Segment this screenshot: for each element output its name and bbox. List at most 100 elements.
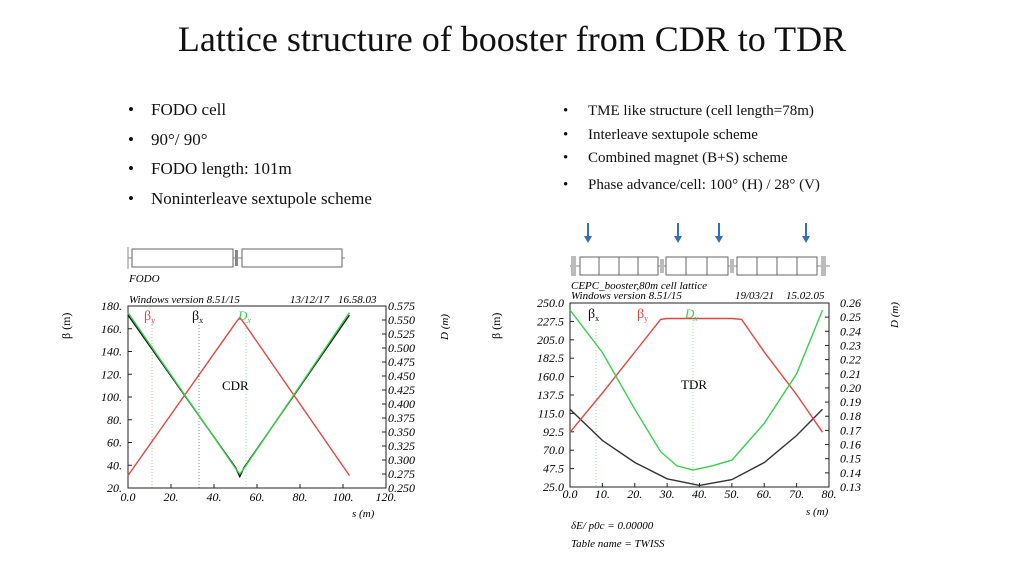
y2-tick-label: 0.22 [840, 353, 861, 367]
y-tick-label: 25.0 [543, 480, 564, 494]
date-label: 19/03/21 [735, 290, 774, 302]
beta-y-curve [128, 317, 349, 475]
time-label: 16.58.03 [338, 294, 377, 306]
legend-beta-x: βx [588, 307, 599, 323]
y2-tick-label: 0.300 [388, 453, 415, 467]
y-tick-label: 160.0 [537, 370, 564, 384]
y2-tick-label: 0.15 [840, 452, 861, 466]
tdr-chart: 250.0 227.5 205.0 182.5 160.0 137.5 115.0 92.5 7… [489, 296, 901, 518]
y2-tick-label: 0.16 [840, 438, 861, 452]
beta-y-curve [570, 319, 823, 433]
arrow-down-icon [802, 236, 810, 243]
x-tick-label: 100. [333, 490, 354, 504]
y-tick-label: 180. [101, 299, 122, 313]
y-tick-label: 205.0 [537, 333, 564, 347]
combined-magnet-block [666, 257, 728, 275]
y2-tick-label: 0.20 [840, 381, 861, 395]
date-label: 13/12/17 [290, 294, 330, 306]
tdr-lattice-diagram: CEPC_booster,80m cell lattice [570, 256, 830, 292]
y2-tick-label: 0.18 [840, 409, 861, 423]
x-tick-label: 30. [659, 487, 675, 501]
y2-tick-label: 0.25 [840, 310, 861, 324]
panel-label: TDR [681, 377, 707, 392]
beta-x-curve [570, 409, 823, 485]
x-tick-label: 20. [627, 487, 642, 501]
y2-tick-label: 0.275 [388, 467, 415, 481]
x-tick-label: 70. [789, 487, 804, 501]
y-axis-label: β (m) [59, 313, 73, 339]
x-tick-label: 0.0 [563, 487, 578, 501]
y-tick-label: 140. [101, 345, 122, 359]
cdr-chart: 180.160.140.120.100.80.60.40.20. 0.5750.… [59, 299, 451, 520]
x-tick-label: 40. [692, 487, 707, 501]
y2-tick-label: 0.400 [388, 397, 415, 411]
legend-beta-y: βy [144, 309, 155, 325]
y2-tick-label: 0.350 [388, 425, 415, 439]
dipole-magnet [242, 249, 342, 267]
y2-tick-label: 0.500 [388, 341, 415, 355]
y-axis-label: β (m) [489, 313, 503, 339]
y2-tick-label: 0.525 [388, 327, 415, 341]
y2-tick-label: 0.575 [388, 299, 415, 313]
y-tick-label: 182.5 [537, 351, 564, 365]
y2-tick-label: 0.425 [388, 383, 415, 397]
y-tick-label: 115.0 [538, 406, 564, 420]
beta-x-curve [128, 315, 349, 477]
legend-dx: Dx [684, 306, 698, 323]
x-tick-label: 0.0 [121, 490, 136, 504]
y2-tick-label: 0.475 [388, 355, 415, 369]
y2-tick-label: 0.375 [388, 411, 415, 425]
quadrupole-magnet [235, 250, 238, 266]
y2-tick-label: 0.550 [388, 313, 415, 327]
y2-tick-label: 0.450 [388, 369, 415, 383]
lattice-label: FODO [128, 273, 160, 285]
arrow-down-icon [584, 236, 592, 243]
y2-tick-label: 0.26 [840, 296, 861, 310]
table-name-label: Table name = TWISS [571, 538, 665, 550]
momentum-deviation-label: δE/ p0c = 0.00000 [571, 520, 654, 532]
y2-tick-label: 0.325 [388, 439, 415, 453]
y-tick-label: 70.0 [543, 443, 564, 457]
x-axis-label: s (m) [352, 508, 375, 520]
y2-tick-label: 0.23 [840, 338, 861, 352]
sextupole-arrows [584, 223, 810, 243]
x-tick-label: 50. [724, 487, 739, 501]
y-tick-label: 47.5 [543, 462, 564, 476]
y-tick-label: 137.5 [537, 388, 564, 402]
dispersion-curve [128, 313, 349, 474]
dipole-magnet [132, 249, 233, 267]
panel-label: CDR [222, 378, 249, 393]
legend-beta-y: βy [637, 307, 648, 323]
y2-tick-label: 0.24 [840, 324, 861, 338]
y2-tick-label: 0.13 [840, 480, 861, 494]
x-tick-label: 80. [822, 487, 837, 501]
y-tick-label: 160. [101, 322, 122, 336]
x-axis-label: s (m) [806, 506, 829, 518]
y-tick-label: 120. [101, 367, 122, 381]
y-tick-label: 40. [107, 458, 122, 472]
y2-axis-label: D (m) [889, 302, 901, 329]
version-label: Windows version 8.51/15 [571, 290, 682, 302]
time-label: 15.02.05 [786, 290, 825, 302]
arrow-down-icon [715, 236, 723, 243]
y2-tick-label: 0.17 [840, 423, 862, 437]
y2-tick-label: 0.19 [840, 395, 861, 409]
x-tick-label: 60. [250, 490, 265, 504]
cdr-lattice-diagram: FODO [128, 247, 345, 285]
y-tick-label: 100. [101, 390, 122, 404]
y-tick-label: 227.5 [537, 314, 564, 328]
arrow-down-icon [674, 236, 682, 243]
x-tick-label: 80. [293, 490, 308, 504]
y2-axis-label: D (m) [439, 314, 451, 341]
x-tick-label: 20. [164, 490, 179, 504]
y2-tick-label: 0.14 [840, 466, 861, 480]
legend-dx: Dx [237, 308, 251, 325]
y-tick-label: 250.0 [537, 296, 564, 310]
plot-frame [128, 306, 386, 488]
x-tick-label: 10. [595, 487, 610, 501]
y2-tick-label: 0.21 [840, 367, 861, 381]
x-tick-label: 60. [757, 487, 772, 501]
y-tick-label: 92.5 [543, 425, 564, 439]
x-tick-label: 120. [376, 490, 397, 504]
